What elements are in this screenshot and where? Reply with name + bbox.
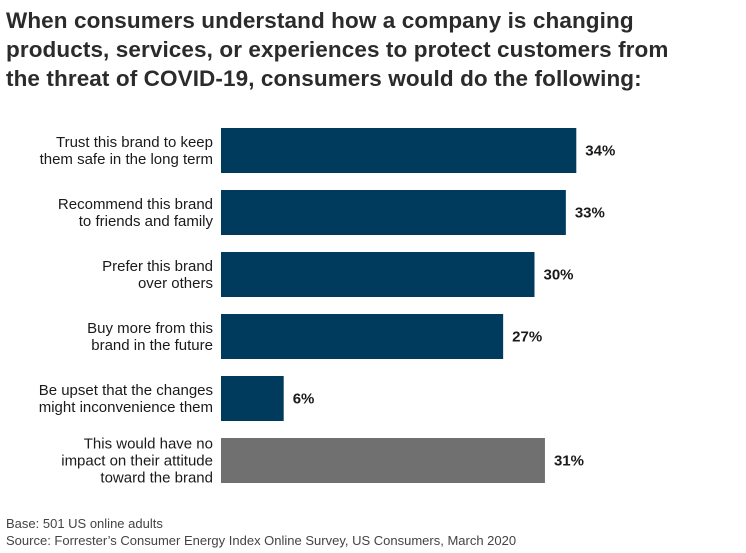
category-label-line: Buy more from this	[87, 320, 213, 337]
category-label-line: toward the brand	[100, 470, 213, 487]
bar-group: 33% Recommend this brand to friends and fa…	[58, 190, 605, 235]
chart-title-line-3: the threat of COVID-19, consumers would …	[6, 66, 642, 91]
category-label-line: Recommend this brand	[58, 196, 213, 213]
category-label: Recommend this brand to friends and famil…	[58, 196, 214, 230]
category-label-line: Trust this brand to keep	[56, 134, 213, 151]
value-label: 33%	[575, 205, 605, 222]
category-label-line: Prefer this brand	[102, 258, 213, 275]
category-label-line: This would have no	[84, 436, 213, 453]
category-label-line: to friends and family	[79, 213, 214, 230]
category-label: Prefer this brand over others	[102, 258, 213, 292]
category-label: Buy more from this brand in the future	[87, 320, 213, 354]
footer-base: Base: 501 US online adults	[6, 516, 163, 531]
bar	[221, 252, 535, 297]
bar-group: 27% Buy more from this brand in the future	[87, 314, 542, 359]
value-label: 34%	[585, 143, 615, 160]
bar	[221, 190, 566, 235]
bar	[221, 314, 504, 359]
category-label: Be upset that the changes might inconveni…	[39, 382, 213, 416]
bar-group: 31% This would have no impact on their att…	[61, 436, 584, 487]
value-label: 27%	[512, 329, 542, 346]
category-label: Trust this brand to keep them safe in the…	[40, 134, 213, 168]
value-label: 6%	[293, 391, 315, 408]
category-label-line: Be upset that the changes	[39, 382, 213, 399]
chart-title-line-1: When consumers understand how a company …	[6, 8, 634, 33]
bar-group: 6% Be upset that the changes might inconve…	[39, 376, 315, 421]
category-label-line: them safe in the long term	[40, 151, 213, 168]
bar-chart: 34% Trust this brand to keep them safe in …	[39, 128, 615, 487]
bar	[221, 376, 284, 421]
bar	[221, 128, 577, 173]
chart-title-line-2: products, services, or experiences to pr…	[6, 37, 669, 62]
bar-group: 30% Prefer this brand over others	[102, 252, 574, 297]
category-label-line: over others	[138, 275, 213, 292]
value-label: 31%	[554, 453, 584, 470]
chart-title: When consumers understand how a company …	[6, 6, 742, 93]
category-label: This would have no impact on their attitu…	[61, 436, 213, 487]
category-label-line: brand in the future	[91, 337, 213, 354]
chart-footer: Base: 501 US online adults Source: Forre…	[6, 515, 516, 549]
category-label-line: impact on their attitude	[61, 453, 213, 470]
value-label: 30%	[544, 267, 574, 284]
bar	[221, 438, 545, 483]
category-label-line: might inconvenience them	[39, 399, 213, 416]
bar-group: 34% Trust this brand to keep them safe in …	[40, 128, 615, 173]
footer-source: Source: Forrester’s Consumer Energy Inde…	[6, 533, 517, 548]
